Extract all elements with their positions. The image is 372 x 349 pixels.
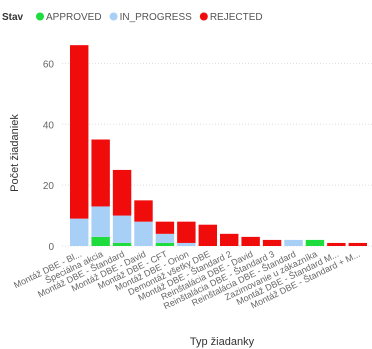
bar-segment-rejected[interactable] <box>70 45 89 219</box>
bar-segment-rejected[interactable] <box>262 239 282 246</box>
bar-segment-in-progress[interactable] <box>91 206 110 237</box>
bar-segment-in-progress[interactable] <box>134 221 153 246</box>
bar-segment-rejected[interactable] <box>177 221 196 243</box>
y-axis-label: Počet žiadaniek <box>9 114 21 192</box>
bar-segment-rejected[interactable] <box>241 236 260 246</box>
bar-segment-rejected[interactable] <box>155 221 175 234</box>
bar-segment-rejected[interactable] <box>220 233 239 246</box>
bar-segment-rejected[interactable] <box>134 200 153 222</box>
legend-label-in-progress[interactable]: IN_PROGRESS <box>120 12 193 23</box>
legend-marker-rejected[interactable] <box>199 12 208 21</box>
bar-segment-approved[interactable] <box>112 242 132 246</box>
y-tick-label: 20 <box>43 181 55 192</box>
bar-segment-in-progress[interactable] <box>112 215 132 243</box>
y-tick-label: 40 <box>43 120 55 131</box>
bars <box>70 45 367 246</box>
y-axis-ticks: 0 20 40 60 <box>43 59 55 253</box>
y-tick-label: 0 <box>48 242 54 253</box>
bar-segment-in-progress[interactable] <box>284 239 303 246</box>
bar-segment-approved[interactable] <box>305 239 325 246</box>
bar-segment-in-progress[interactable] <box>70 218 89 246</box>
bar-segment-rejected[interactable] <box>91 139 110 207</box>
bar-segment-rejected[interactable] <box>112 169 132 216</box>
legend-title: Stav <box>2 12 24 23</box>
bar-segment-in-progress[interactable] <box>177 242 196 246</box>
bar-segment-rejected[interactable] <box>198 224 217 246</box>
bar-segment-rejected[interactable] <box>327 242 346 246</box>
x-axis-ticks: Montáž DBE - Bl...Špeciálna akciaMontáž … <box>12 249 361 312</box>
legend-marker-approved[interactable] <box>36 12 44 21</box>
y-tick-label: 60 <box>43 59 55 70</box>
x-axis-label: Typ žiadanky <box>190 336 255 348</box>
bar-segment-in-progress[interactable] <box>155 233 175 243</box>
legend: Stav APPROVED IN_PROGRESS REJECTED <box>2 12 263 23</box>
bar-segment-approved[interactable] <box>155 242 175 246</box>
legend-label-rejected[interactable]: REJECTED <box>210 12 263 23</box>
legend-marker-in-progress[interactable] <box>109 12 118 21</box>
legend-label-approved[interactable]: APPROVED <box>46 12 102 23</box>
bar-segment-rejected[interactable] <box>348 242 367 246</box>
bar-segment-approved[interactable] <box>91 236 110 246</box>
